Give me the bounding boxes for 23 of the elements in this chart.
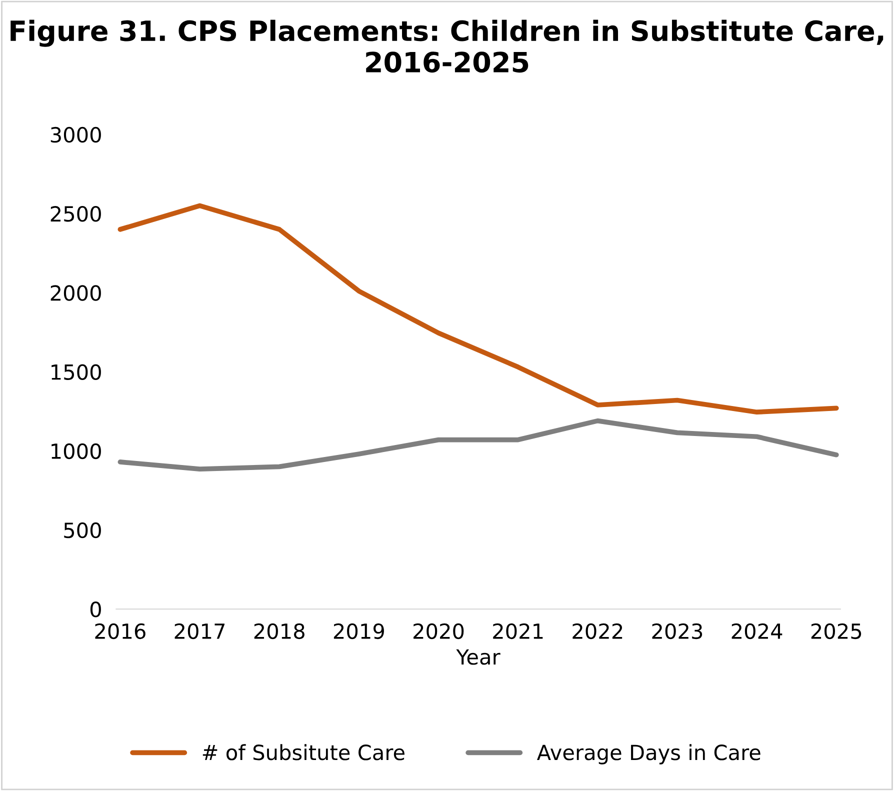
y-tick-label: 0 [90, 602, 101, 618]
x-tick-label: 2025 [811, 623, 862, 640]
legend-label: # of Subsitute Care [202, 744, 404, 760]
y-tick-label: 500 [64, 522, 101, 538]
x-tick-label: 2017 [174, 623, 225, 640]
y-tick-label: 3000 [50, 126, 101, 143]
legend-label: Average Days in Care [536, 744, 760, 764]
x-tick-label: 2022 [572, 623, 622, 640]
chart-title: Figure 31. CPS Placements: Children in Substitute Care, 2016-2025 [10, 20, 884, 73]
x-tick-label: 2023 [652, 623, 702, 640]
line-series [118, 418, 839, 472]
y-tick-label: 1000 [52, 443, 101, 460]
y-tick-label: 2500 [50, 206, 101, 222]
x-tick-label: 2016 [95, 623, 146, 640]
line-series [118, 203, 839, 415]
y-tick-label: 2000 [50, 285, 101, 301]
x-tick-label: 2021 [493, 623, 543, 640]
x-tick-label: 2019 [334, 623, 384, 640]
x-tick-label: 2020 [414, 623, 464, 640]
x-axis-title: Year [456, 649, 500, 665]
y-tick-label: 1500 [52, 364, 101, 380]
x-tick-label: 2024 [732, 623, 782, 640]
x-tick-label: 2018 [254, 623, 304, 640]
